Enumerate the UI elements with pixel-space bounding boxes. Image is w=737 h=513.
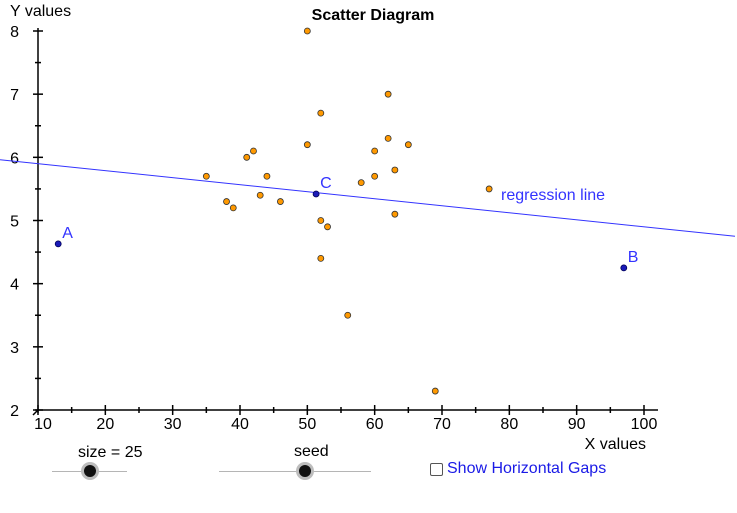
horizontal-gaps-label[interactable]: Show Horizontal Gaps xyxy=(447,460,607,477)
y-tick-label: 8 xyxy=(10,24,19,41)
y-tick-label: 6 xyxy=(10,150,19,167)
y-tick-label: 2 xyxy=(10,403,19,420)
y-tick-label: 4 xyxy=(10,277,19,294)
scatter-point xyxy=(357,179,365,187)
scatter-point xyxy=(317,254,325,262)
scatter-point xyxy=(250,147,257,155)
scatter-point xyxy=(371,172,379,180)
x-tick-label: 50 xyxy=(298,416,316,433)
regression-line-label: regression line xyxy=(501,187,605,204)
x-tick-label: 80 xyxy=(500,416,518,433)
scatter-point xyxy=(229,204,237,212)
x-tick-label: 20 xyxy=(96,416,114,433)
scatter-point xyxy=(223,198,230,205)
x-tick-label: 40 xyxy=(231,416,249,433)
size-slider-label: size = 25 xyxy=(78,444,143,461)
point-label-c: C xyxy=(320,175,332,192)
scatter-point xyxy=(256,191,264,199)
labeled-points[interactable]: A B C xyxy=(54,175,639,272)
point-a[interactable] xyxy=(54,240,62,248)
regression-line-layer: regression line xyxy=(0,159,736,237)
scatter-point xyxy=(303,141,311,149)
x-tick-label: 100 xyxy=(631,416,658,433)
scatter-point xyxy=(324,223,331,231)
x-tick-label: 30 xyxy=(164,416,182,433)
x-tick-label: 60 xyxy=(366,416,384,433)
point-b[interactable] xyxy=(620,264,628,272)
seed-slider-track[interactable] xyxy=(219,471,371,472)
x-axis-label: X values xyxy=(585,436,646,453)
scatter-point xyxy=(303,27,311,35)
point-label-a: A xyxy=(62,225,73,242)
x-tick-label: 10 xyxy=(34,416,52,433)
origin-mark xyxy=(32,409,39,416)
scatter-point xyxy=(344,311,352,319)
scatter-point xyxy=(317,109,325,117)
scatter-point xyxy=(485,185,493,193)
scatter-point xyxy=(384,90,392,98)
size-slider-knob[interactable] xyxy=(84,465,96,477)
seed-slider-label: seed xyxy=(294,443,329,460)
scatter-point xyxy=(371,147,379,155)
scatter-point xyxy=(317,217,325,224)
y-axis-label: Y values xyxy=(10,3,71,20)
scatter-point xyxy=(276,198,284,205)
horizontal-gaps-checkbox[interactable] xyxy=(430,462,443,476)
point-label-b: B xyxy=(628,249,639,266)
scatter-point xyxy=(263,172,271,180)
x-tick-label: 90 xyxy=(568,416,586,433)
seed-slider-knob[interactable] xyxy=(299,465,311,477)
horizontal-gaps-toggle[interactable]: Show Horizontal Gaps xyxy=(430,460,606,478)
scatter-point xyxy=(391,166,399,174)
y-tick-label: 7 xyxy=(10,87,19,104)
scatter-point xyxy=(431,387,439,395)
regression-line[interactable] xyxy=(0,159,736,237)
point-c[interactable] xyxy=(312,190,320,198)
scatter-point xyxy=(391,210,399,218)
x-tick-label: 70 xyxy=(433,416,451,433)
chart-title: Scatter Diagram xyxy=(312,7,435,24)
y-tick-label: 5 xyxy=(10,214,19,231)
scatter-point xyxy=(202,172,210,180)
scatter-point xyxy=(384,134,392,142)
axes: 2 3 4 5 6 7 8 10 20 30 40 50 60 70 80 90 100 xyxy=(10,24,658,433)
scatter-point xyxy=(243,153,251,161)
scatter-point xyxy=(404,141,412,149)
y-tick-label: 3 xyxy=(10,340,19,357)
data-points xyxy=(202,27,493,395)
